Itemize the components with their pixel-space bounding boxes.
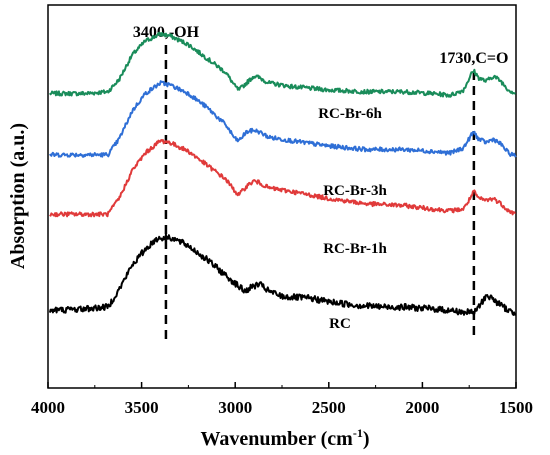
series-label-0: RC-Br-6h <box>318 106 382 122</box>
series-label-2: RC-Br-1h <box>323 241 387 257</box>
x-tick-label: 1500 <box>499 398 533 417</box>
x-tick-label: 2500 <box>312 398 346 417</box>
series-label-3: RC <box>329 316 351 332</box>
annotations: 3400,-OH 1730,C=O <box>133 24 508 340</box>
x-axis-title: Wavenumber (cm-1) <box>200 426 369 450</box>
series-label-1: RC-Br-3h <box>323 183 387 199</box>
annotation-label-0: 3400,-OH <box>133 24 200 41</box>
series-line-2 <box>49 139 516 218</box>
x-tick-label: 2000 <box>405 398 439 417</box>
annotation-label-1: 1730,C=O <box>439 50 508 67</box>
x-tick-label: 3000 <box>218 398 252 417</box>
x-tick-label: 4000 <box>31 398 65 417</box>
series-group: RC-Br-6h RC-Br-3h RC-Br-1h RC <box>48 31 517 332</box>
series-line-3 <box>48 233 517 316</box>
series-line-1 <box>49 80 517 158</box>
series-line-0 <box>49 31 516 98</box>
y-axis-title: Absorption (a.u.) <box>7 123 29 269</box>
x-ticks: 4000 3500 3000 2500 2000 1500 <box>31 382 533 417</box>
x-tick-label: 3500 <box>125 398 159 417</box>
